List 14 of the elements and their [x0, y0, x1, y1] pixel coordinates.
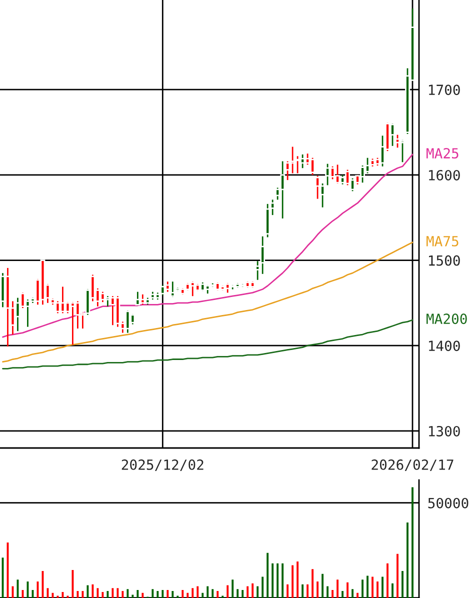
y-tick-label: 1600 — [429, 170, 460, 180]
y-tick-label: 1500 — [429, 255, 460, 266]
x-tick-label: 2026/02/17 — [372, 459, 454, 472]
line-series — [2, 242, 414, 363]
y-tick-label: 1400 — [429, 340, 460, 352]
series-label: MA200 — [426, 314, 467, 324]
series-label: MA75 — [426, 236, 458, 246]
series-label: MA25 — [426, 148, 458, 159]
y-tick-label: 50000 — [428, 498, 468, 508]
line-series — [2, 319, 414, 370]
x-tick-label: 2025/12/02 — [122, 459, 204, 472]
y-tick-label: 1700 — [429, 84, 460, 96]
y-tick-label: 1300 — [429, 426, 460, 436]
line-series — [2, 154, 414, 338]
